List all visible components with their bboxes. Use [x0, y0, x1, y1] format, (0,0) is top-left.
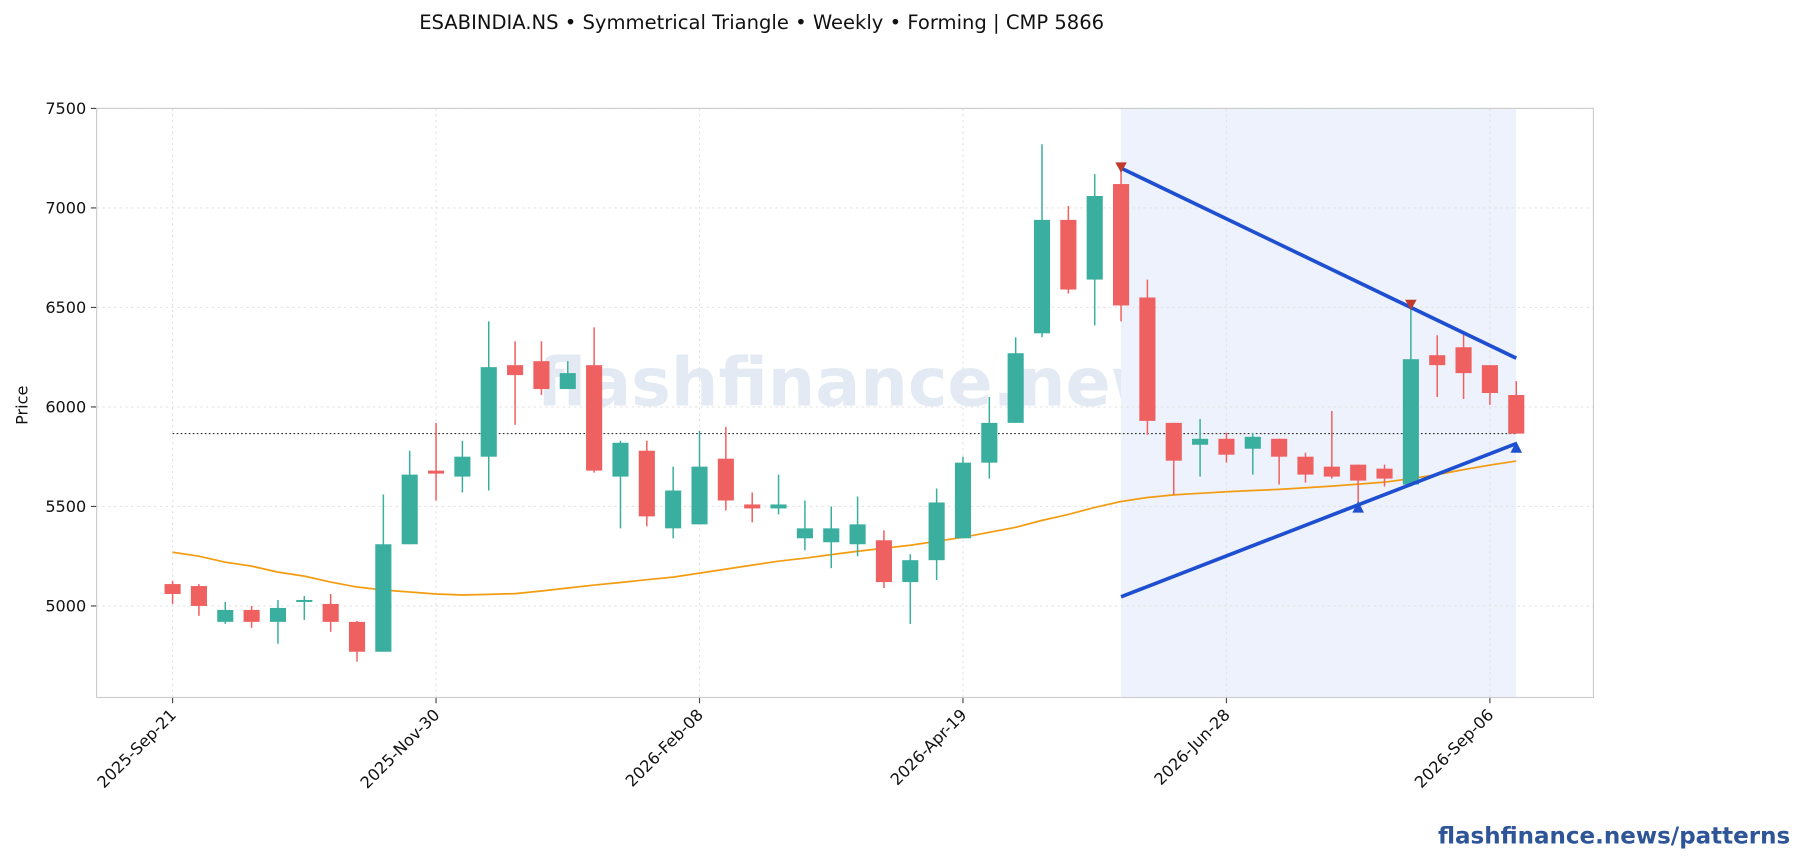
candle-body: [1007, 353, 1024, 423]
candle-body: [217, 609, 234, 622]
y-tick-label: 6000: [45, 398, 86, 417]
candle-body: [1244, 436, 1261, 449]
candle-body: [717, 458, 734, 501]
support-line: [1120, 441, 1517, 599]
candle-body: [1508, 395, 1525, 434]
candle-body: [954, 462, 972, 539]
footer-link: flashfinance.news/patterns: [1438, 824, 1790, 850]
y-axis-label: Price: [13, 386, 32, 425]
y-tick-label: 7500: [45, 99, 86, 118]
candle-body: [322, 603, 339, 622]
candle-body: [612, 442, 629, 477]
candle-body: [744, 504, 761, 509]
candle-body: [507, 365, 524, 376]
candle-body: [981, 422, 998, 463]
plot-frame: [96, 107, 1595, 699]
candle-body: [1165, 422, 1182, 461]
chart-title: ESABINDIA.NS • Symmetrical Triangle • We…: [419, 11, 1104, 34]
y-tick-label: 5000: [45, 597, 86, 616]
candle-body: [190, 586, 207, 606]
candle-body: [1086, 195, 1103, 280]
y-tick-label: 5500: [45, 497, 86, 516]
candle-body: [1139, 297, 1156, 421]
candle-body: [1455, 347, 1472, 374]
candle-body: [1113, 184, 1130, 306]
candle-body: [401, 474, 418, 545]
candle-body: [296, 599, 313, 602]
candle-body: [691, 466, 708, 525]
candle-body: [928, 502, 945, 561]
candle-body: [269, 607, 287, 622]
candle-body: [1033, 219, 1051, 334]
watermark: flashfinance.news: [537, 343, 1212, 421]
candle-body: [375, 544, 392, 652]
candle-body: [1297, 456, 1314, 475]
candle-body: [902, 560, 919, 583]
candle-body: [875, 540, 892, 583]
candle-body: [1429, 355, 1446, 366]
candle-body: [638, 450, 655, 517]
candle-body: [1060, 219, 1077, 290]
candle-body: [770, 504, 787, 509]
candle-body: [454, 456, 471, 477]
candle-body: [849, 524, 866, 545]
x-tick-label: 2026-Feb-08: [622, 705, 707, 790]
candle-body: [533, 361, 550, 390]
pivot-high: [1115, 162, 1127, 173]
x-tick-label: 2026-Sep-06: [1411, 705, 1498, 792]
candle-body: [796, 528, 813, 539]
candle-body: [1218, 438, 1235, 455]
candle-body: [1192, 438, 1209, 445]
moving-average: [172, 460, 1517, 596]
x-tick-label: 2026-Apr-19: [887, 705, 971, 789]
candle-body: [665, 490, 682, 529]
x-tick-label: 2025-Nov-30: [356, 705, 443, 792]
pivot-high: [1405, 299, 1417, 311]
candle-body: [164, 584, 181, 595]
candle-body: [586, 365, 603, 471]
pattern-zone: [1121, 108, 1517, 698]
candle-body: [1271, 438, 1288, 457]
candle-body: [559, 373, 576, 390]
candle-body: [1481, 365, 1498, 394]
candle-body: [480, 367, 497, 457]
candle-body: [1350, 464, 1367, 481]
candle-body: [427, 470, 445, 474]
pivot-low: [1510, 441, 1523, 453]
candle-body: [823, 528, 840, 543]
pivot-low: [1352, 501, 1364, 513]
y-tick-label: 6500: [45, 298, 86, 317]
candle-body: [348, 621, 366, 652]
candle-body: [1323, 466, 1340, 477]
x-tick-label: 2026-Jun-28: [1150, 705, 1234, 789]
x-tick-label: 2025-Sep-21: [93, 705, 180, 792]
candle-body: [1402, 359, 1419, 485]
y-tick-label: 7000: [45, 199, 86, 218]
candle-body: [243, 609, 260, 622]
candle-body: [1376, 468, 1393, 479]
resistance-line: [1120, 166, 1518, 360]
